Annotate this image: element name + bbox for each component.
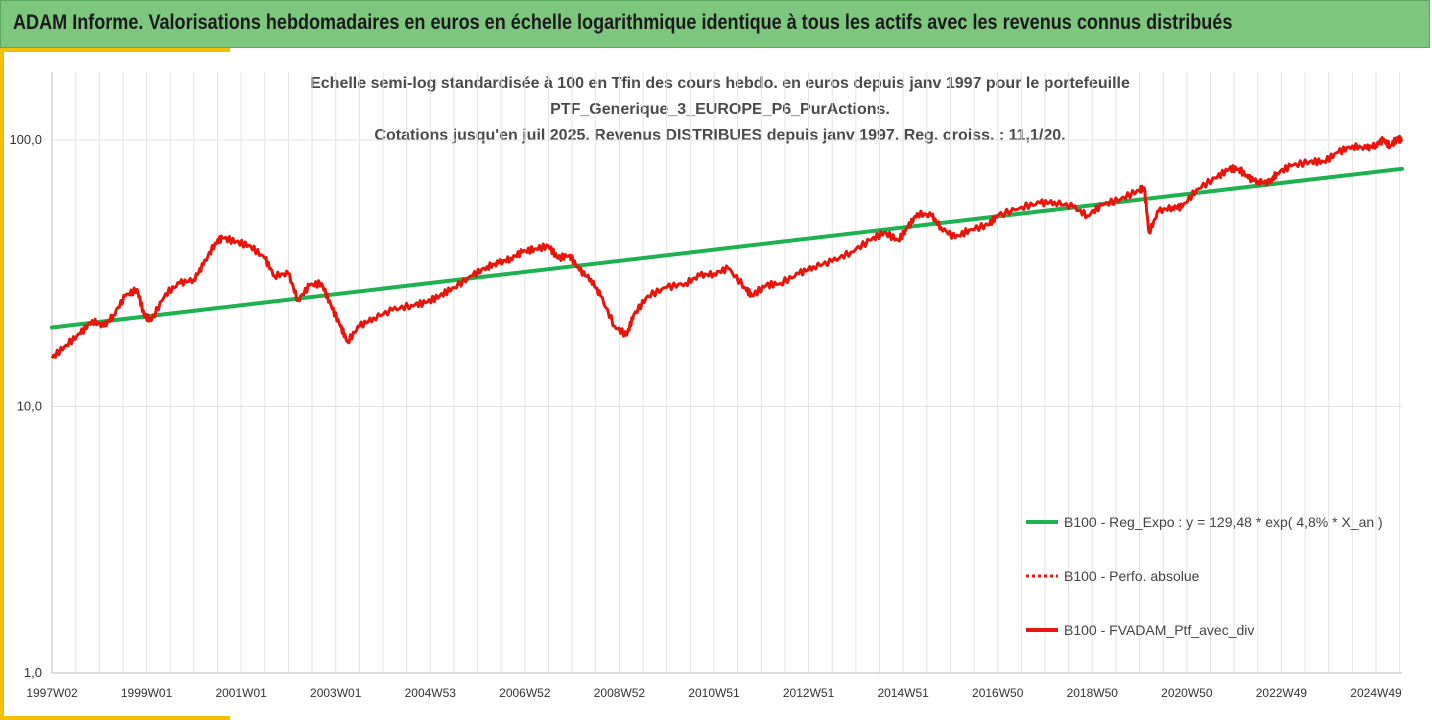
legend: B100 - Reg_Expo : y = 129,48 * exp( 4,8%…: [1026, 514, 1383, 638]
x-tick-label: 2010W51: [688, 686, 740, 700]
y-axis-ticks: 1,0 10,0 100,0: [9, 132, 42, 680]
x-tick-label: 2001W01: [215, 686, 267, 700]
x-tick-label: 2004W53: [405, 686, 457, 700]
x-axis-ticks: 1997W02 1999W01 2001W01 2003W01 2004W53 2006W…: [26, 686, 1402, 700]
title-banner: ADAM Informe. Valorisations hebdomadaire…: [0, 0, 1430, 48]
chart-subtitle: Echelle semi-log standardisée à 100 en T…: [310, 75, 1130, 144]
x-tick-label: 1999W01: [121, 686, 173, 700]
accent-bar-bottom: [0, 716, 230, 720]
x-tick-label: 2006W52: [499, 686, 551, 700]
subtitle-line-3: Cotations jusqu'en juil 2025. Revenus DI…: [374, 127, 1065, 144]
y-tick-label: 1,0: [24, 665, 42, 680]
subtitle-line-1: Echelle semi-log standardisée à 100 en T…: [310, 75, 1130, 92]
series-lines: [50, 134, 1404, 359]
accent-bar-left: [0, 48, 4, 720]
x-tick-label: 2020W50: [1161, 686, 1213, 700]
legend-label-portfolio: B100 - FVADAM_Ptf_avec_div: [1064, 622, 1254, 638]
series-line-regression: [50, 166, 1404, 330]
y-tick-label: 100,0: [9, 132, 42, 147]
accent-bar-top: [0, 48, 230, 52]
series-line-portfolio: [50, 134, 1404, 359]
grid: [51, 72, 1402, 674]
x-tick-label: 2024W49: [1350, 686, 1402, 700]
x-tick-label: 2018W50: [1067, 686, 1119, 700]
subtitle-line-2: PTF_Generique_3_EUROPE_P6_PurActions.: [550, 101, 890, 118]
log-chart: Echelle semi-log standardisée à 100 en T…: [9, 72, 1404, 700]
legend-label-perfo: B100 - Perfo. absolue: [1064, 568, 1200, 584]
x-tick-label: 2003W01: [310, 686, 362, 700]
x-tick-label: 2008W52: [594, 686, 646, 700]
y-tick-label: 10,0: [17, 399, 42, 414]
report-title: ADAM Informe. Valorisations hebdomadaire…: [13, 11, 1233, 34]
x-tick-label: 2022W49: [1256, 686, 1308, 700]
x-tick-label: 1997W02: [26, 686, 78, 700]
x-tick-label: 2014W51: [877, 686, 929, 700]
legend-label-regression: B100 - Reg_Expo : y = 129,48 * exp( 4,8%…: [1064, 514, 1383, 530]
x-tick-label: 2012W51: [783, 686, 835, 700]
x-tick-label: 2016W50: [972, 686, 1024, 700]
